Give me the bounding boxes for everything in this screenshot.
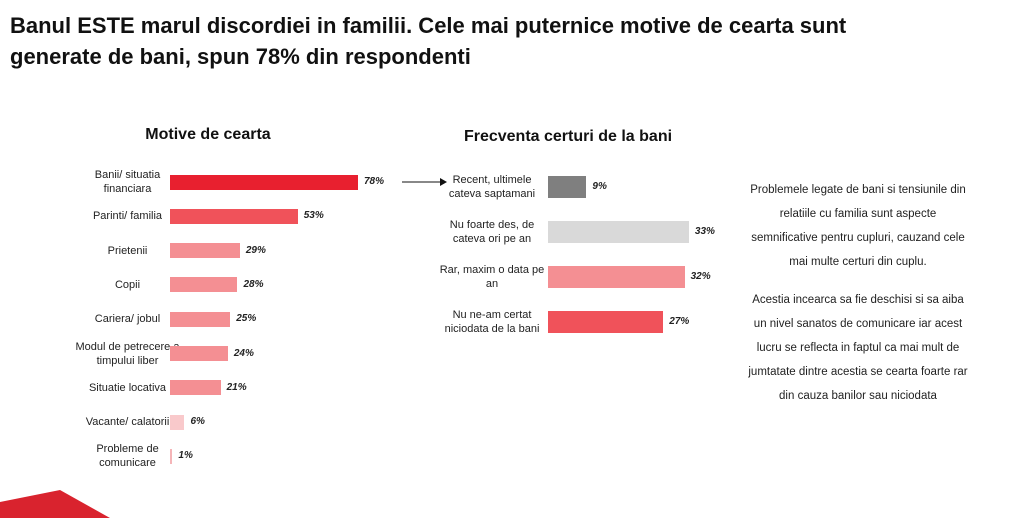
category-label: Banii/ situatia financiara: [94, 169, 161, 195]
category-label: Nu foarte des, de cateva ori pe an: [449, 219, 535, 245]
value-label: 25%: [236, 313, 257, 325]
value-label: 21%: [226, 381, 247, 393]
category-label: Modul de petrecere a timpului liber: [75, 340, 180, 367]
bar: [170, 243, 240, 259]
category-label: Prietenii: [107, 244, 148, 257]
arrow: [402, 178, 447, 186]
category-label: Nu ne-am certat niciodata de la bani: [444, 309, 540, 335]
chart-title: Frecventa certuri de la bani: [463, 128, 673, 145]
bar: [170, 380, 221, 396]
bar: [170, 414, 185, 430]
bar: [170, 208, 298, 224]
bar: [170, 174, 358, 190]
bar: [548, 176, 587, 198]
category-label: Probleme de comunicare: [96, 443, 159, 470]
value-label: 28%: [243, 278, 264, 290]
category-label: Rar, maxim o data pe an: [439, 264, 545, 290]
value-label: 78%: [363, 176, 384, 187]
slide-title: Banul ESTE marul discordiei in familii. …: [10, 13, 847, 69]
value-label: 1%: [178, 450, 193, 462]
category-label: Copii: [114, 278, 141, 291]
value-label: 27%: [669, 316, 690, 327]
category-label: Recent, ultimele cateva saptamani: [448, 174, 536, 200]
value-label: 9%: [592, 181, 607, 192]
category-label: Parinti/ familia: [92, 210, 163, 223]
value-label: 33%: [694, 226, 715, 237]
bar: [170, 311, 231, 327]
category-label: Cariera/ jobul: [94, 313, 161, 326]
bar: [548, 266, 685, 288]
category-label: Situatie locativa: [88, 381, 167, 394]
value-label: 29%: [245, 244, 266, 256]
value-label: 53%: [303, 210, 324, 222]
value-label: 32%: [690, 271, 711, 282]
value-label: 6%: [190, 416, 205, 428]
value-label: 24%: [233, 347, 254, 359]
paragraph: Acestia incearca sa fie deschisi si sa a…: [748, 294, 968, 402]
category-label: Vacante/ calatorii: [85, 416, 170, 429]
bar: [548, 221, 689, 243]
bar: [548, 311, 664, 333]
decoration: [0, 490, 110, 518]
bar: [170, 448, 173, 464]
bar: [170, 346, 228, 361]
bar: [170, 277, 238, 293]
side-text: Problemele legate de bani si tensiunile …: [748, 178, 968, 422]
paragraph: Problemele legate de bani si tensiunile …: [750, 184, 966, 268]
chart-title: Motive de cearta: [145, 126, 271, 143]
